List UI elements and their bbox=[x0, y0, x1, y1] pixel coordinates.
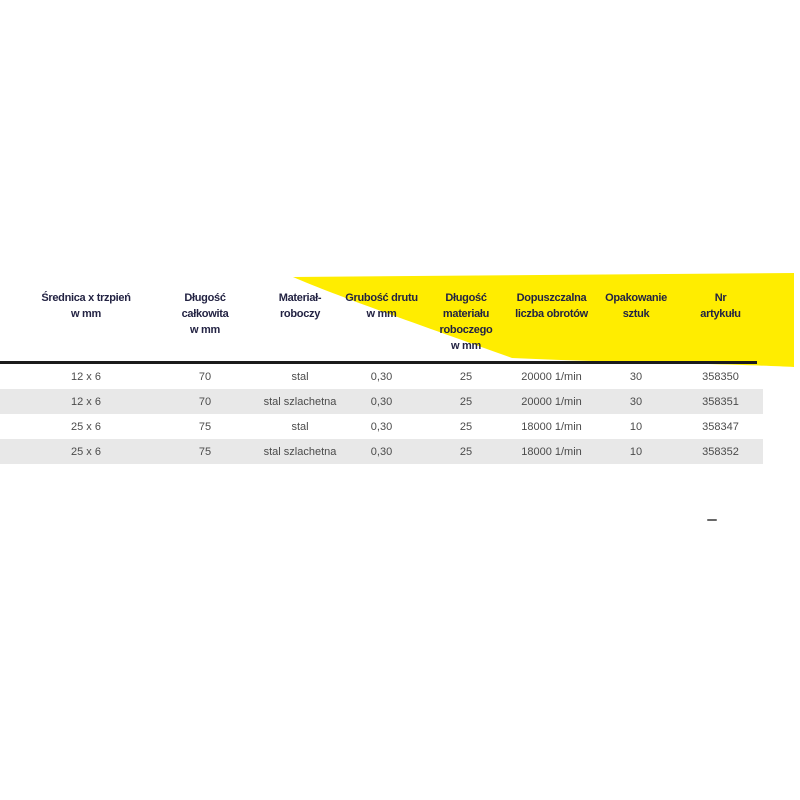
cell-wire-thickness: 0,30 bbox=[370, 420, 393, 433]
cell-material-length: 25 bbox=[459, 370, 473, 383]
column-header-wire-thickness: Grubość drutu w mm bbox=[345, 292, 418, 320]
column-header-max-rotations: Dopuszczalna liczba obrotów bbox=[515, 292, 588, 320]
cell-working-material: stal szlachetna bbox=[263, 395, 337, 408]
table-header-row: Średnica x trzpień w mm Długość całkowit… bbox=[0, 290, 763, 354]
column-header-total-length: Długość całkowita w mm bbox=[181, 292, 229, 336]
cell-diameter-shank: 12 x 6 bbox=[71, 395, 101, 408]
table-row: 25 x 6 75 stal 0,30 25 18000 1/min 10 35… bbox=[0, 414, 763, 439]
cell-article-number: 358347 bbox=[702, 420, 739, 433]
cell-material-length: 25 bbox=[459, 420, 473, 433]
column-header-package-pieces: Opakowanie sztuk bbox=[605, 292, 667, 320]
cell-material-length: 25 bbox=[459, 395, 473, 408]
cell-total-length: 70 bbox=[198, 395, 212, 408]
column-header-article-number: Nr artykułu bbox=[700, 292, 741, 320]
cell-max-rotations: 20000 1/min bbox=[521, 395, 582, 408]
table-header-rule bbox=[0, 361, 757, 364]
stray-dash-mark bbox=[707, 519, 717, 521]
cell-package-pieces: 10 bbox=[629, 445, 643, 458]
column-header-diameter-shank: Średnica x trzpień w mm bbox=[41, 292, 131, 320]
cell-wire-thickness: 0,30 bbox=[370, 370, 393, 383]
cell-max-rotations: 18000 1/min bbox=[521, 445, 582, 458]
cell-diameter-shank: 25 x 6 bbox=[71, 420, 101, 433]
column-header-working-material: Materiał- roboczy bbox=[278, 292, 322, 320]
table-row: 12 x 6 70 stal 0,30 25 20000 1/min 30 35… bbox=[0, 364, 763, 389]
table-row: 25 x 6 75 stal szlachetna 0,30 25 18000 … bbox=[0, 439, 763, 464]
cell-article-number: 358350 bbox=[702, 370, 739, 383]
cell-working-material: stal szlachetna bbox=[263, 445, 337, 458]
table-body: 12 x 6 70 stal 0,30 25 20000 1/min 30 35… bbox=[0, 364, 763, 464]
cell-max-rotations: 18000 1/min bbox=[521, 420, 582, 433]
cell-wire-thickness: 0,30 bbox=[370, 445, 393, 458]
cell-material-length: 25 bbox=[459, 445, 473, 458]
cell-wire-thickness: 0,30 bbox=[370, 395, 393, 408]
column-header-material-length: Długość materiału roboczego w mm bbox=[439, 292, 493, 352]
cell-total-length: 70 bbox=[198, 370, 212, 383]
cell-article-number: 358352 bbox=[702, 445, 739, 458]
cell-package-pieces: 30 bbox=[629, 370, 643, 383]
cell-max-rotations: 20000 1/min bbox=[521, 370, 582, 383]
cell-working-material: stal bbox=[291, 370, 309, 383]
cell-diameter-shank: 25 x 6 bbox=[71, 445, 101, 458]
cell-total-length: 75 bbox=[198, 420, 212, 433]
cell-package-pieces: 30 bbox=[629, 395, 643, 408]
cell-article-number: 358351 bbox=[702, 395, 739, 408]
table-row: 12 x 6 70 stal szlachetna 0,30 25 20000 … bbox=[0, 389, 763, 414]
cell-working-material: stal bbox=[291, 420, 309, 433]
cell-package-pieces: 10 bbox=[629, 420, 643, 433]
cell-diameter-shank: 12 x 6 bbox=[71, 370, 101, 383]
cell-total-length: 75 bbox=[198, 445, 212, 458]
